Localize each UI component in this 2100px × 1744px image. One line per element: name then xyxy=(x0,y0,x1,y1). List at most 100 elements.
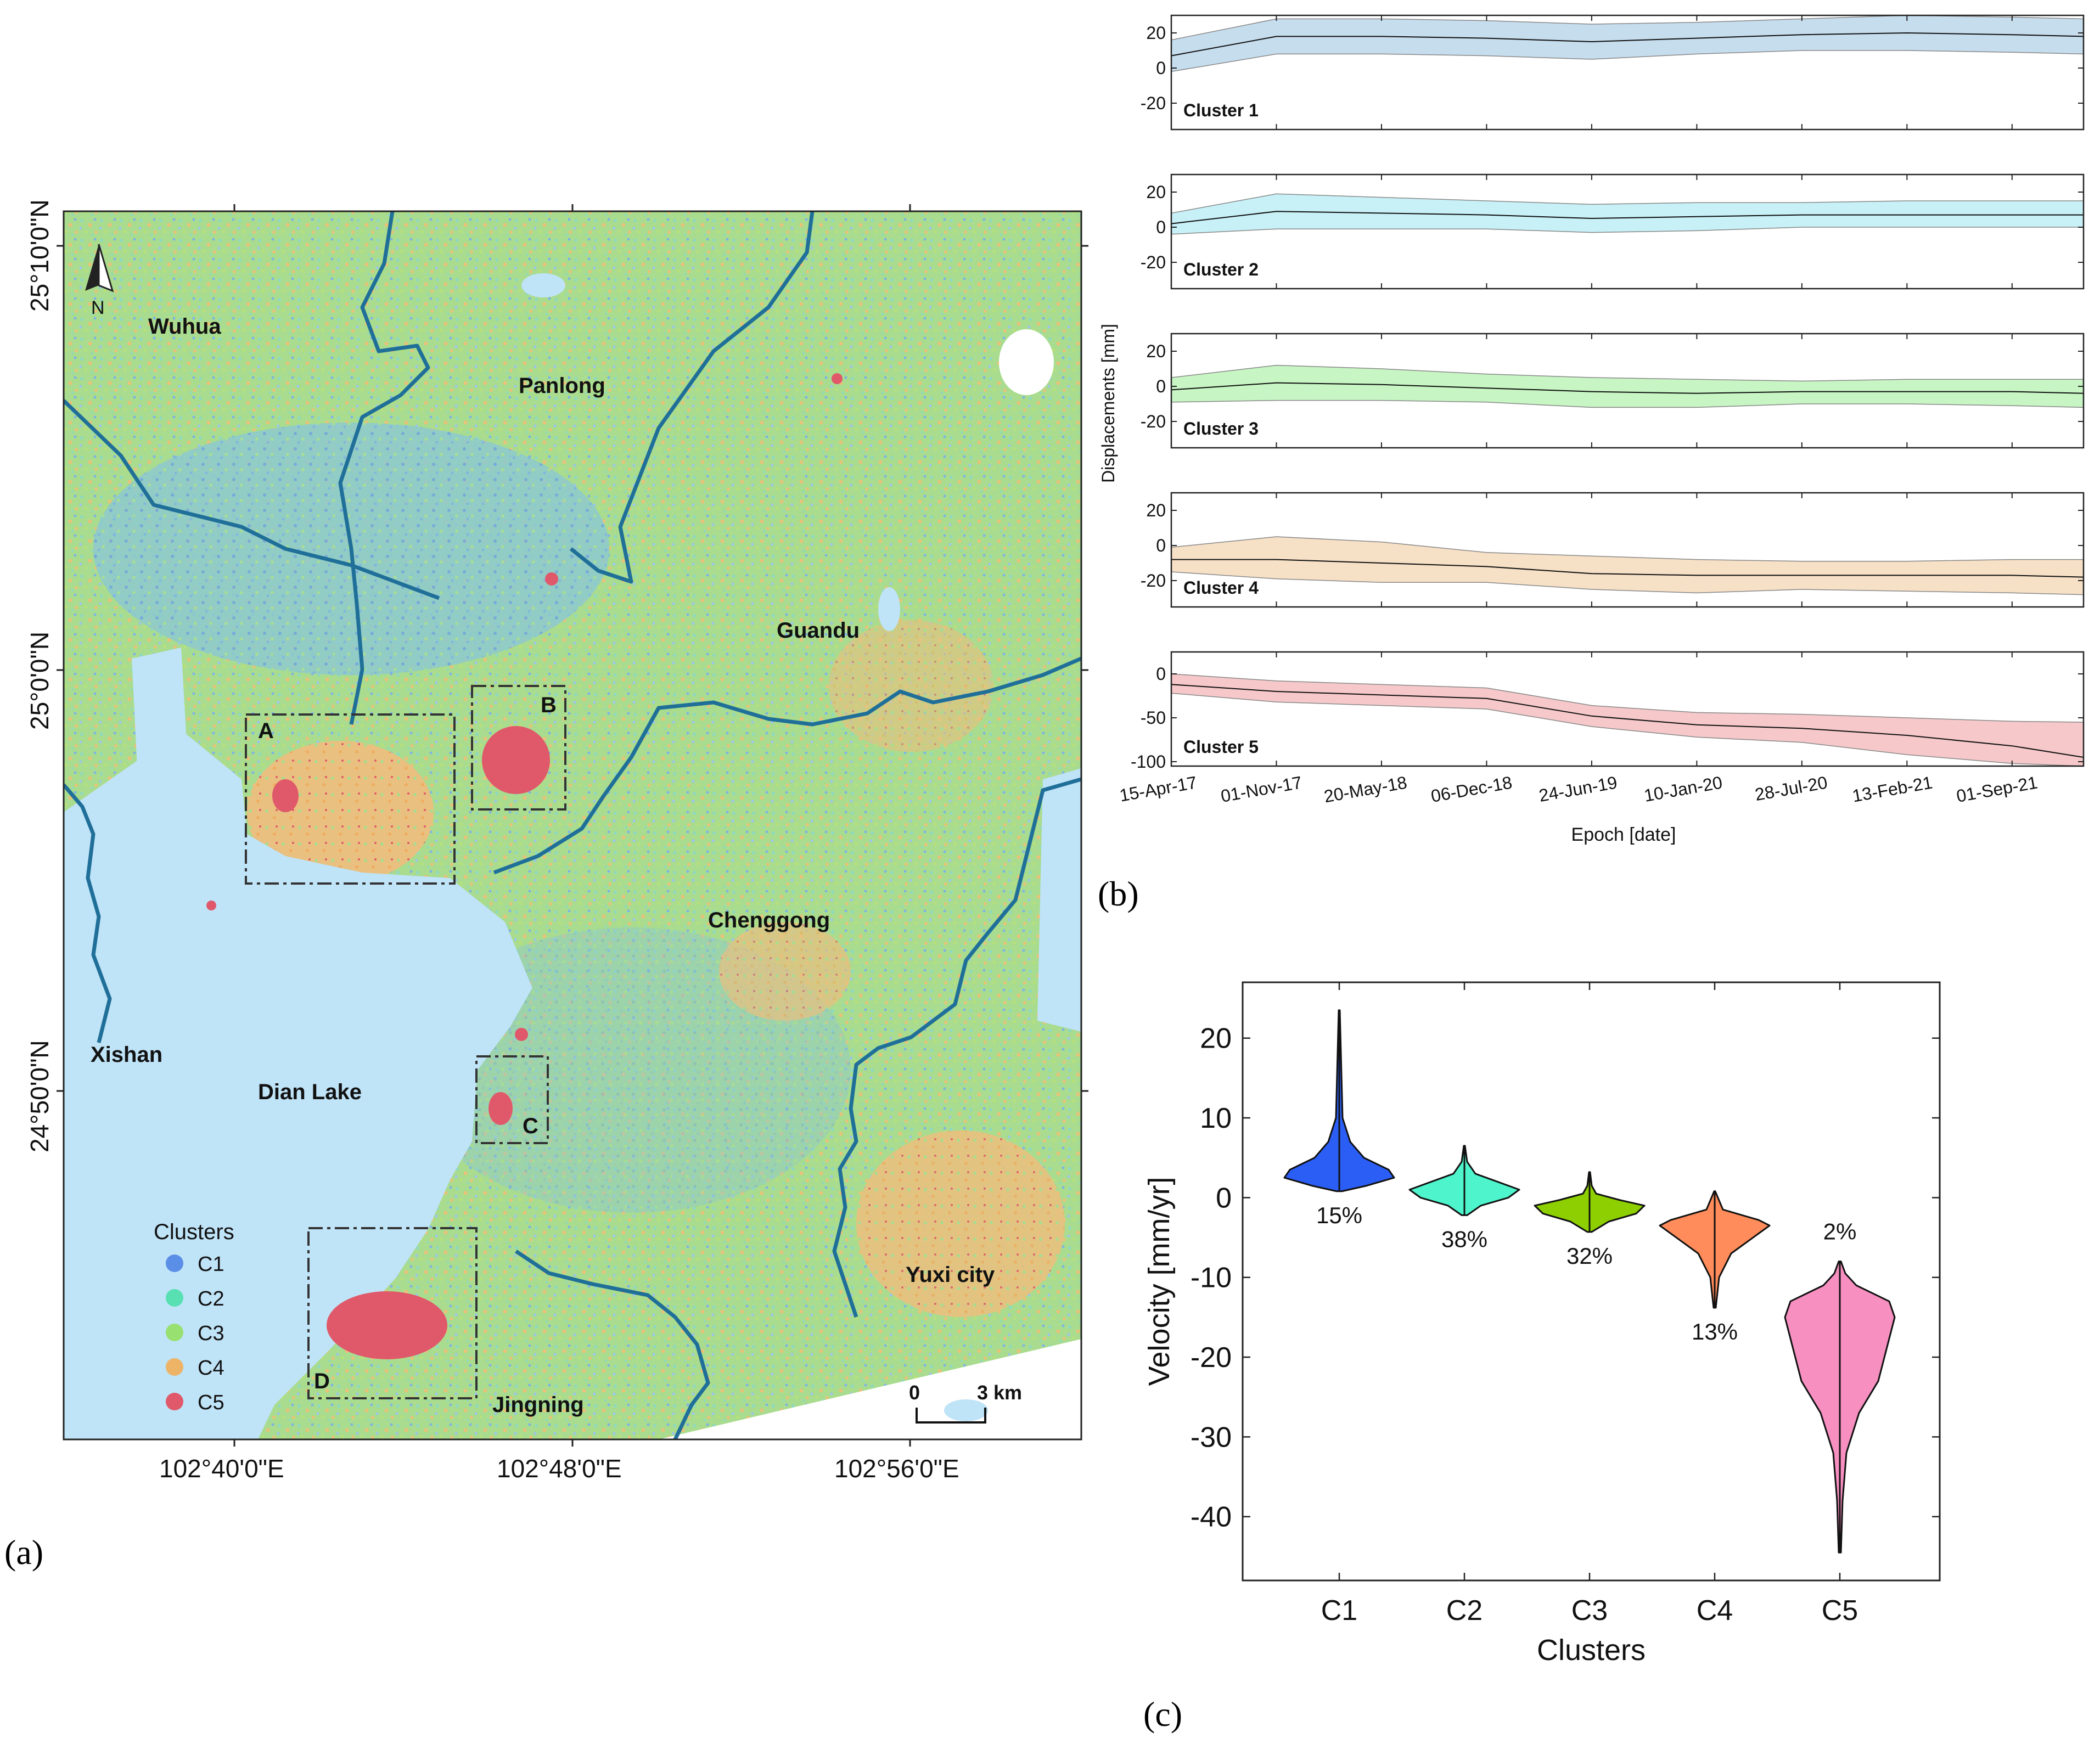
ts-band-cluster-2 xyxy=(1171,193,2084,235)
ts-band-cluster-4 xyxy=(1171,536,2084,595)
orange-patch xyxy=(719,922,851,1021)
legend-swatch-c3 xyxy=(166,1324,183,1341)
scale-bar: 0 3 km xyxy=(909,1381,1022,1424)
violin-xlabel: Clusters xyxy=(1537,1634,1646,1667)
legend-label-c1: C1 xyxy=(198,1253,224,1276)
violin-percent-c5: 2% xyxy=(1823,1219,1857,1245)
ts-ytick-label: 0 xyxy=(1156,376,1166,396)
legend-title: Clusters xyxy=(154,1220,234,1244)
scalebar-start: 0 xyxy=(909,1381,920,1404)
ts-series-label-cluster-3: Cluster 3 xyxy=(1183,419,1259,438)
ts-mean-line-cluster-1 xyxy=(1171,32,2084,57)
violin-xtick-label-c5: C5 xyxy=(1822,1595,1858,1627)
orange-patch xyxy=(856,1130,1065,1317)
box-label-c: C xyxy=(523,1114,538,1138)
subsidence-dot xyxy=(545,572,558,586)
legend-swatch-c1 xyxy=(166,1254,183,1272)
place-wuhua: Wuhua xyxy=(148,314,221,339)
ts-ytick-label: 0 xyxy=(1156,536,1166,555)
ts-ytick-label: 20 xyxy=(1146,500,1166,520)
ts-series-label-cluster-5: Cluster 5 xyxy=(1183,737,1259,757)
place-guandu: Guandu xyxy=(777,618,860,643)
box-label-a: A xyxy=(258,719,274,743)
box-label-d: D xyxy=(314,1369,330,1393)
subsidence-dot xyxy=(832,373,843,384)
ts-band-cluster-3 xyxy=(1171,364,2084,408)
violin-ytick-label: -30 xyxy=(1191,1421,1232,1453)
ts-mean-line-cluster-4 xyxy=(1171,559,2084,578)
map-legend: Clusters C1 C2 C3 C4 C5 xyxy=(154,1220,234,1414)
ts-xtick-label: 01-Sep-21 xyxy=(1955,772,2039,806)
small-lake xyxy=(944,1399,988,1421)
ts-axes-frame xyxy=(1170,173,2085,290)
small-lake xyxy=(521,273,565,297)
ts-ytick-label: -20 xyxy=(1141,571,1166,590)
ts-ytick-label: 20 xyxy=(1146,182,1166,202)
box-b xyxy=(471,685,566,811)
place-chenggong: Chenggong xyxy=(708,908,830,932)
ts-xlabel: Epoch [date] xyxy=(1571,824,1676,845)
subsidence-dot xyxy=(206,901,216,910)
ts-series-label-cluster-2: Cluster 2 xyxy=(1183,260,1259,279)
map-gap xyxy=(999,329,1054,395)
ts-series-label-cluster-1: Cluster 1 xyxy=(1183,100,1259,120)
violin-ytick-label: 20 xyxy=(1200,1023,1232,1055)
ts-ytick-label: 20 xyxy=(1146,341,1166,361)
place-panlong: Panlong xyxy=(519,374,605,398)
scalebar-end: 3 km xyxy=(977,1381,1022,1404)
violin-panel: 20 10 0 -10 -20 -30 -40 C1 C2 C3 C4 C5 15% 38% 32% 13%… xyxy=(1143,981,1941,1734)
legend-swatch-c4 xyxy=(166,1358,183,1376)
orange-patch xyxy=(247,741,434,884)
north-arrow-icon: N xyxy=(85,244,114,318)
violin-xtick-label-c4: C4 xyxy=(1697,1595,1733,1627)
ts-xtick-label: 13-Feb-21 xyxy=(1851,772,1934,806)
place-yuxi: Yuxi city xyxy=(906,1263,995,1287)
ts-xtick-label: 28-Jul-20 xyxy=(1753,772,1829,805)
box-d xyxy=(307,1227,478,1399)
legend-swatch-c5 xyxy=(166,1393,183,1410)
subsidence-c xyxy=(488,1092,513,1125)
violin-xtick-label-c2: C2 xyxy=(1446,1595,1483,1627)
ts-band-cluster-5 xyxy=(1171,673,2084,766)
ts-ytick-label: -100 xyxy=(1131,752,1166,772)
box-a xyxy=(245,713,456,885)
ts-xtick-label: 01-Nov-17 xyxy=(1219,772,1303,806)
ts-xtick-label: 15-Apr-17 xyxy=(1118,772,1198,805)
lat-label-2: 25°0'0"N xyxy=(25,632,54,730)
ts-xtick-label: 06-Dec-18 xyxy=(1429,772,1513,806)
legend-label-c3: C3 xyxy=(198,1322,224,1345)
legend-label-c5: C5 xyxy=(198,1391,224,1414)
ts-xtick-label: 24-Jun-19 xyxy=(1537,772,1619,805)
violin-xtick-label-c1: C1 xyxy=(1321,1595,1357,1627)
legend-label-c4: C4 xyxy=(198,1357,224,1380)
violin-ytick-label: -10 xyxy=(1191,1262,1232,1294)
legend-label-c2: C2 xyxy=(198,1287,224,1310)
highlight-boxes xyxy=(245,685,566,1399)
subsidence-a xyxy=(272,779,299,812)
ts-xtick-label: 10-Jan-20 xyxy=(1642,772,1723,805)
ts-axes-frame xyxy=(1170,14,2085,131)
small-lake xyxy=(878,587,900,631)
violin-xtick-label-c3: C3 xyxy=(1571,1595,1608,1627)
ts-axes-frame xyxy=(1170,333,2085,449)
ts-ytick-label: 0 xyxy=(1156,217,1166,237)
lake-west-strip xyxy=(132,648,187,779)
violin-percent-c1: 15% xyxy=(1316,1202,1362,1228)
violin-ytick-label: -20 xyxy=(1191,1342,1232,1374)
box-label-b: B xyxy=(541,693,557,717)
violin-ytick-label: -40 xyxy=(1191,1501,1232,1533)
violin-percent-c3: 32% xyxy=(1566,1243,1613,1269)
ts-axes-frame xyxy=(1170,492,2085,608)
place-dianlake: Dian Lake xyxy=(258,1080,362,1104)
ts-band-cluster-1 xyxy=(1171,15,2084,72)
violin-percent-c2: 38% xyxy=(1441,1226,1487,1252)
ts-ytick-label: -20 xyxy=(1141,412,1166,431)
ts-mean-line-cluster-3 xyxy=(1171,382,2084,394)
ts-series-label-cluster-4: Cluster 4 xyxy=(1183,578,1259,598)
panel-label-c: (c) xyxy=(1143,1695,1182,1734)
panel-label-b: (b) xyxy=(1098,874,1139,913)
place-jingning: Jingning xyxy=(492,1393,584,1417)
timeseries-panel: 20 0 -20 Cluster 1 20 0 -20 Cluster 2 20 0 -20 Clus… xyxy=(1098,14,2085,913)
subsidence-b xyxy=(482,726,550,794)
lon-label-1: 102°40'0"E xyxy=(159,1454,284,1483)
